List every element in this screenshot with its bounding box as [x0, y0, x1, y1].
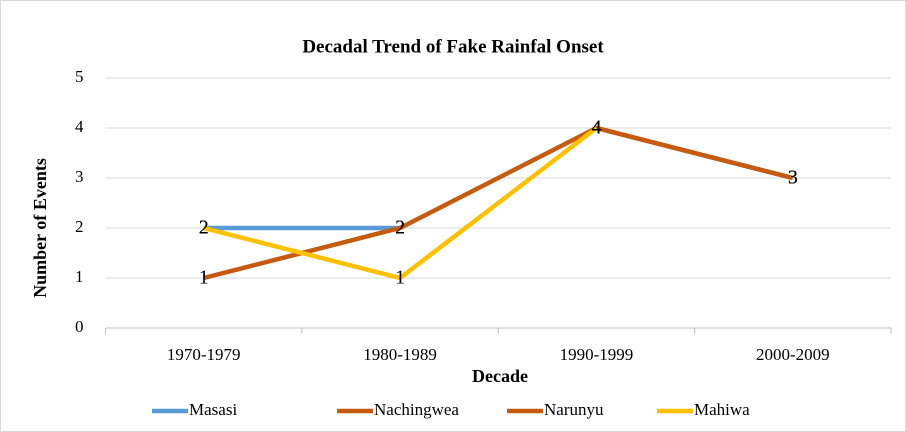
legend-label: Masasi [189, 400, 237, 419]
y-tick-label: 0 [75, 317, 84, 336]
legend-label: Nachingwea [374, 400, 459, 419]
data-label: 2 [395, 217, 405, 239]
x-tick-label: 1990-1999 [560, 345, 634, 364]
x-axis-title: Decade [472, 366, 528, 386]
y-tick-label: 5 [75, 67, 84, 86]
series-line [595, 125, 794, 181]
data-label: 2 [395, 217, 405, 239]
legend-label: Narunyu [544, 400, 604, 419]
data-label: 4 [591, 117, 601, 139]
x-tick-label: 2000-2009 [756, 345, 830, 364]
data-label: 2 [199, 217, 209, 239]
legend-label: Mahiwa [694, 400, 750, 419]
x-tick-label: 1970-1979 [167, 345, 241, 364]
chart-title: Decadal Trend of Fake Rainfal Onset [302, 36, 604, 57]
y-tick-label: 4 [75, 117, 84, 136]
data-label: 3 [788, 167, 798, 189]
y-tick-label: 1 [75, 267, 84, 286]
y-tick-label: 2 [75, 217, 84, 236]
data-label: 3 [788, 167, 798, 189]
data-label: 2 [199, 217, 209, 239]
data-label: 1 [199, 267, 209, 289]
data-label: 4 [591, 117, 601, 139]
x-tick-label: 1980-1989 [363, 345, 437, 364]
y-axis-title: Number of Events [30, 158, 50, 298]
y-tick-label: 3 [75, 167, 84, 186]
data-label: 4 [591, 117, 601, 139]
series-line [203, 126, 598, 281]
data-label: 1 [395, 267, 405, 289]
